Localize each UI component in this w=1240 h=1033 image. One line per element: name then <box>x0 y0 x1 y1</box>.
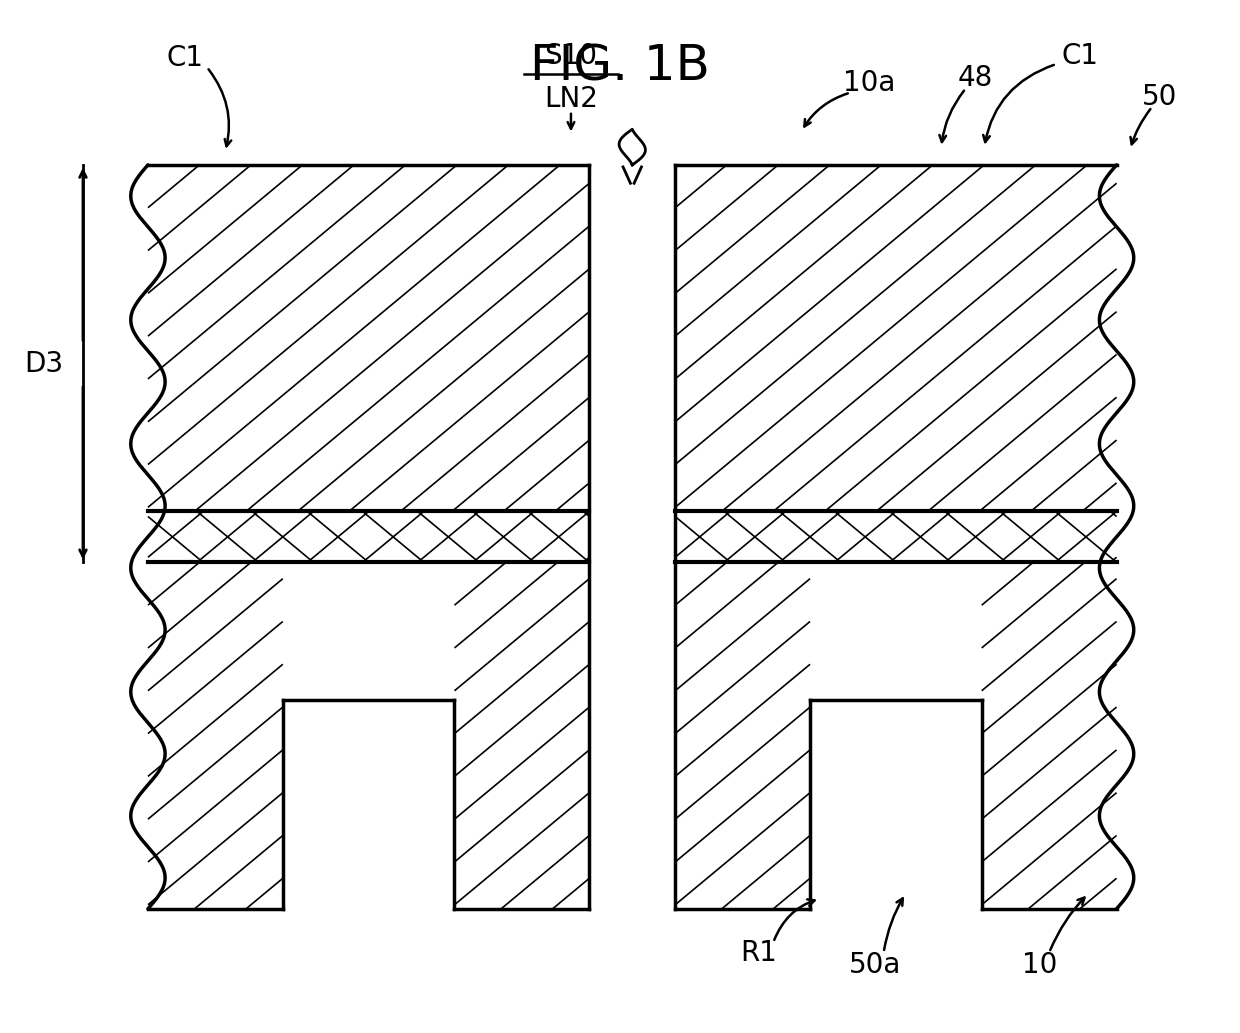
Bar <box>675 562 810 909</box>
Bar <box>148 562 283 909</box>
Text: S10: S10 <box>544 42 598 70</box>
Text: C1: C1 <box>1061 42 1099 70</box>
Bar <box>283 700 455 909</box>
Bar <box>455 562 589 909</box>
Text: FIG. 1B: FIG. 1B <box>529 42 711 91</box>
Text: R1: R1 <box>740 939 777 967</box>
Text: C1: C1 <box>166 43 203 72</box>
Bar <box>675 511 1116 562</box>
Bar <box>982 562 1116 909</box>
Text: 10a: 10a <box>843 69 895 97</box>
Text: LN2: LN2 <box>544 85 598 113</box>
Bar <box>148 511 589 562</box>
Text: 48: 48 <box>959 64 993 92</box>
Text: 50: 50 <box>1142 83 1177 111</box>
Text: 50a: 50a <box>849 951 901 979</box>
Text: 10: 10 <box>1022 951 1056 979</box>
Bar <box>148 165 589 511</box>
Text: D3: D3 <box>24 349 63 378</box>
Bar <box>810 700 982 909</box>
Bar <box>675 165 1116 511</box>
